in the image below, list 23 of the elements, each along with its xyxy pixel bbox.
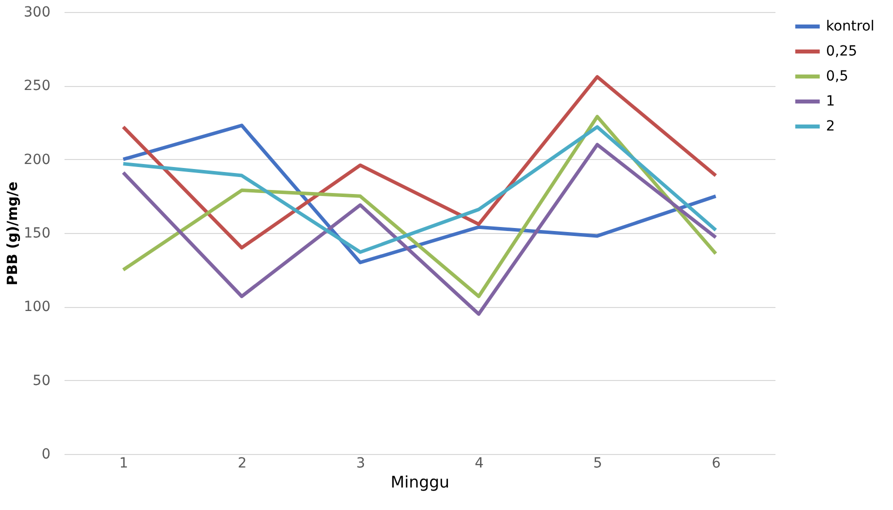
legend-label: 0,25: [826, 44, 858, 60]
x-tick-label: 3: [356, 456, 366, 472]
legend-label: 0,5: [826, 68, 848, 84]
line-series: [122, 114, 718, 298]
legend-label: 2: [826, 118, 835, 134]
y-axis-title: PBB (g)/mg/e: [4, 182, 21, 286]
y-tick-label: 300: [24, 4, 50, 20]
x-tick-label: 5: [593, 456, 602, 472]
line-series: [122, 75, 718, 250]
y-tick-label: 0: [42, 446, 50, 462]
y-tick-label: 50: [32, 372, 50, 389]
legend-label: 1: [826, 94, 835, 110]
x-tick-label: 6: [712, 456, 721, 472]
y-tick-label: 250: [24, 78, 50, 94]
x-axis-title: Minggu: [390, 472, 450, 492]
y-tick-label: 150: [24, 226, 50, 242]
legend-label: kontrol: [826, 18, 874, 34]
x-tick-label: 1: [119, 456, 128, 472]
line-series: [122, 142, 718, 316]
x-tick-label: 2: [238, 456, 247, 472]
y-tick-label: 100: [24, 299, 50, 316]
x-tick-label: 4: [474, 456, 484, 472]
y-tick-label: 200: [24, 152, 50, 168]
